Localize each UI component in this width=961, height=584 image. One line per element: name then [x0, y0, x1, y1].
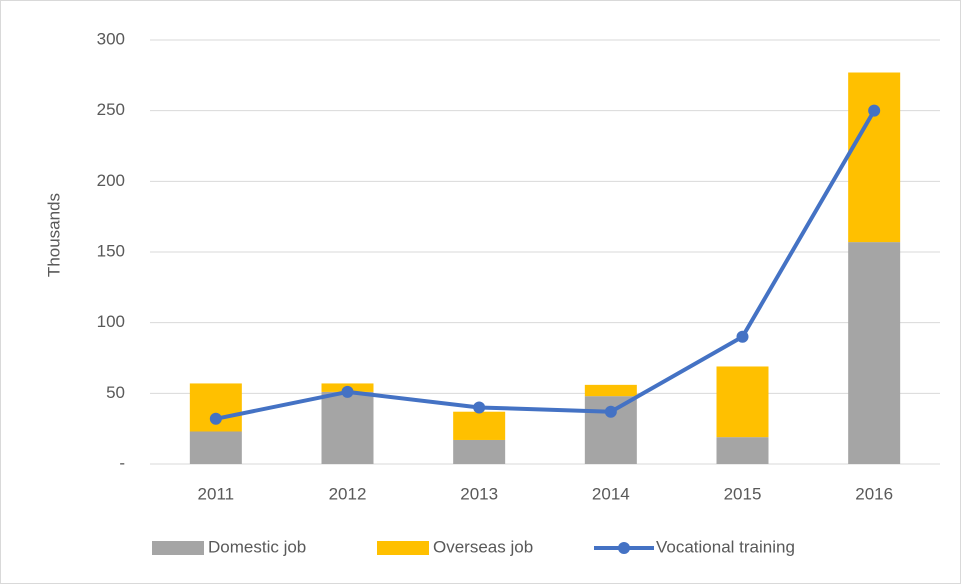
line-marker — [209, 412, 222, 425]
bar — [189, 431, 242, 464]
bar — [716, 437, 769, 464]
x-tick-label: 2011 — [198, 484, 235, 503]
y-tick-label: 50 — [106, 383, 125, 402]
y-tick-label: 300 — [97, 29, 125, 48]
x-tick-label: 2012 — [329, 484, 367, 503]
legend-swatch — [152, 541, 204, 555]
x-tick-label: 2015 — [724, 484, 762, 503]
bar — [716, 366, 769, 438]
line-marker — [736, 330, 749, 343]
line-marker — [604, 405, 617, 418]
bar — [453, 439, 506, 464]
x-tick-label: 2016 — [855, 484, 893, 503]
y-tick-label: - — [119, 453, 125, 472]
legend-marker — [618, 542, 630, 554]
bar — [848, 242, 901, 464]
legend-label: Vocational training — [656, 537, 795, 556]
y-tick-label: 150 — [97, 241, 125, 260]
x-tick-label: 2014 — [592, 484, 630, 503]
legend-label: Overseas job — [433, 537, 533, 556]
legend-swatch — [377, 541, 429, 555]
bar — [584, 384, 637, 397]
y-axis-label: Thousands — [44, 193, 63, 277]
y-tick-label: 100 — [97, 312, 125, 331]
y-tick-label: 200 — [97, 171, 125, 190]
bar — [848, 72, 901, 243]
line-marker — [868, 104, 881, 117]
line — [215, 109, 876, 421]
legend-label: Domestic job — [208, 537, 306, 556]
line-marker — [473, 401, 486, 414]
y-tick-label: 250 — [97, 100, 125, 119]
bar — [321, 391, 374, 464]
bar — [453, 411, 506, 440]
x-tick-label: 2013 — [460, 484, 498, 503]
line-marker — [341, 385, 354, 398]
